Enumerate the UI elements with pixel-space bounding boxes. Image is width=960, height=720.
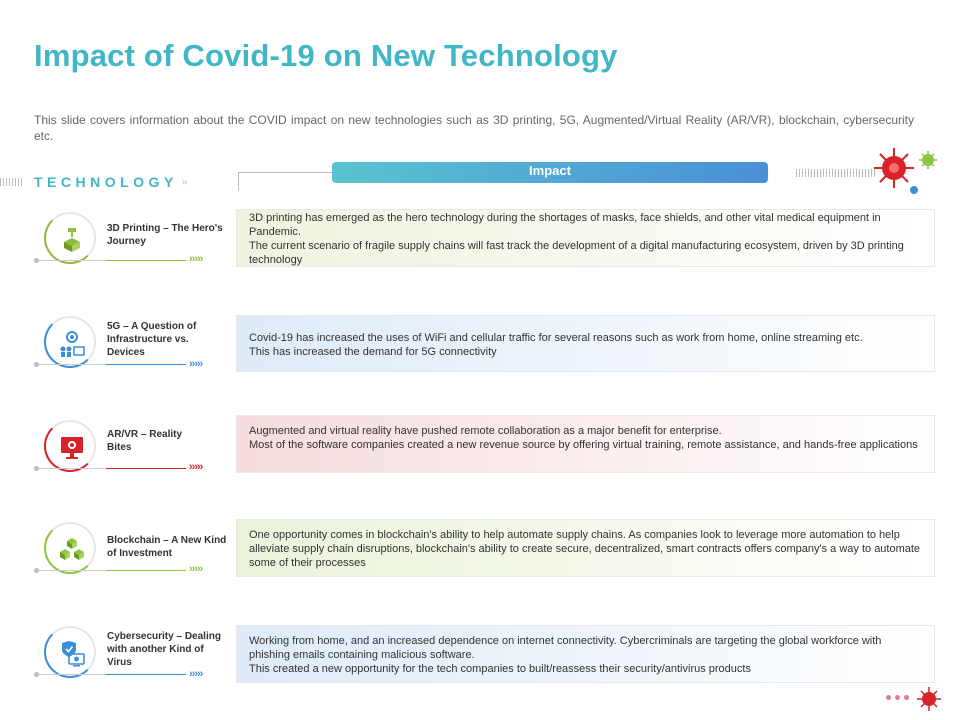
row-dot — [34, 466, 39, 471]
impact-text: Most of the software companies created a… — [249, 439, 918, 451]
blockchain-cubes-icon — [60, 538, 84, 560]
technology-header: TECHNOLOGY » — [0, 172, 187, 192]
technology-icon-circle — [44, 626, 96, 678]
impact-text: Working from home, and an increased depe… — [249, 635, 882, 661]
row-dot — [34, 672, 39, 677]
dot-decoration — [886, 695, 909, 700]
technology-row: ››››› Cybersecurity – Dealing with anoth… — [0, 624, 960, 704]
technology-label: 5G – A Question of Infrastructure vs. De… — [107, 321, 197, 358]
technology-icon-circle — [44, 420, 96, 472]
virus-icon — [910, 186, 918, 194]
impact-box: Covid-19 has increased the uses of WiFi … — [236, 315, 935, 372]
row-divider-line — [36, 468, 186, 469]
technology-heading: TECHNOLOGY — [34, 174, 178, 190]
row-dot — [34, 362, 39, 367]
chevron-right-icon: ››››› — [189, 253, 203, 265]
impact-text: Covid-19 has increased the uses of WiFi … — [249, 332, 863, 344]
impact-text: This has increased the demand for 5G con… — [249, 346, 497, 358]
row-divider-line — [36, 570, 186, 571]
impact-connector-vline — [238, 172, 239, 190]
technology-label: 3D Printing – The Hero's Journey — [107, 223, 223, 247]
tick-decoration — [796, 169, 876, 177]
ar-vr-screen-icon — [61, 437, 83, 459]
impact-heading: Impact — [332, 162, 768, 183]
technology-row: ››››› Blockchain – A New Kind of Investm… — [0, 518, 960, 598]
chevron-right-icon: ››››› — [189, 358, 203, 370]
impact-text: One opportunity comes in blockchain's ab… — [249, 529, 921, 569]
technology-label: Blockchain – A New Kind of Investment — [107, 535, 227, 559]
3d-printer-icon — [64, 228, 80, 252]
impact-text: Augmented and virtual reality have pushe… — [249, 425, 722, 437]
virus-icon — [874, 148, 914, 188]
technology-label: Cybersecurity – Dealing with another Kin… — [107, 631, 221, 668]
network-devices-icon — [60, 331, 85, 357]
impact-text: The current scenario of fragile supply c… — [249, 240, 904, 266]
row-dot — [34, 258, 39, 263]
technology-icon-circle — [44, 316, 96, 368]
page-title: Impact of Covid-19 on New Technology — [34, 38, 618, 73]
technology-row: ››››› 5G – A Question of Infrastructure … — [0, 314, 960, 394]
security-shield-icon — [62, 641, 85, 667]
impact-text: 3D printing has emerged as the hero tech… — [249, 212, 881, 238]
virus-icon — [917, 687, 941, 711]
double-chevron-icon: » — [181, 176, 188, 188]
impact-connector-line — [238, 172, 332, 173]
row-divider-line — [36, 674, 186, 675]
technology-row: ››››› AR/VR – Reality Bites Augmented an… — [0, 414, 960, 494]
technology-icon-circle — [44, 522, 96, 574]
row-dot — [34, 568, 39, 573]
chevron-right-icon: ››››› — [189, 563, 203, 575]
impact-box: One opportunity comes in blockchain's ab… — [236, 519, 935, 577]
technology-row: ››››› 3D Printing – The Hero's Journey 3… — [0, 208, 960, 288]
chevron-right-icon: ››››› — [189, 461, 203, 473]
technology-label: AR/VR – Reality Bites — [107, 429, 183, 453]
row-divider-line — [36, 260, 186, 261]
impact-box: Working from home, and an increased depe… — [236, 625, 935, 683]
impact-text: This created a new opportunity for the t… — [249, 663, 751, 675]
row-divider-line — [36, 364, 186, 365]
technology-icon-circle — [44, 212, 96, 264]
chevron-right-icon: ››››› — [189, 668, 203, 680]
page-subtitle: This slide covers information about the … — [34, 113, 914, 143]
tick-decoration — [0, 178, 24, 186]
impact-box: Augmented and virtual reality have pushe… — [236, 415, 935, 473]
impact-box: 3D printing has emerged as the hero tech… — [236, 209, 935, 267]
virus-icon — [919, 151, 937, 169]
